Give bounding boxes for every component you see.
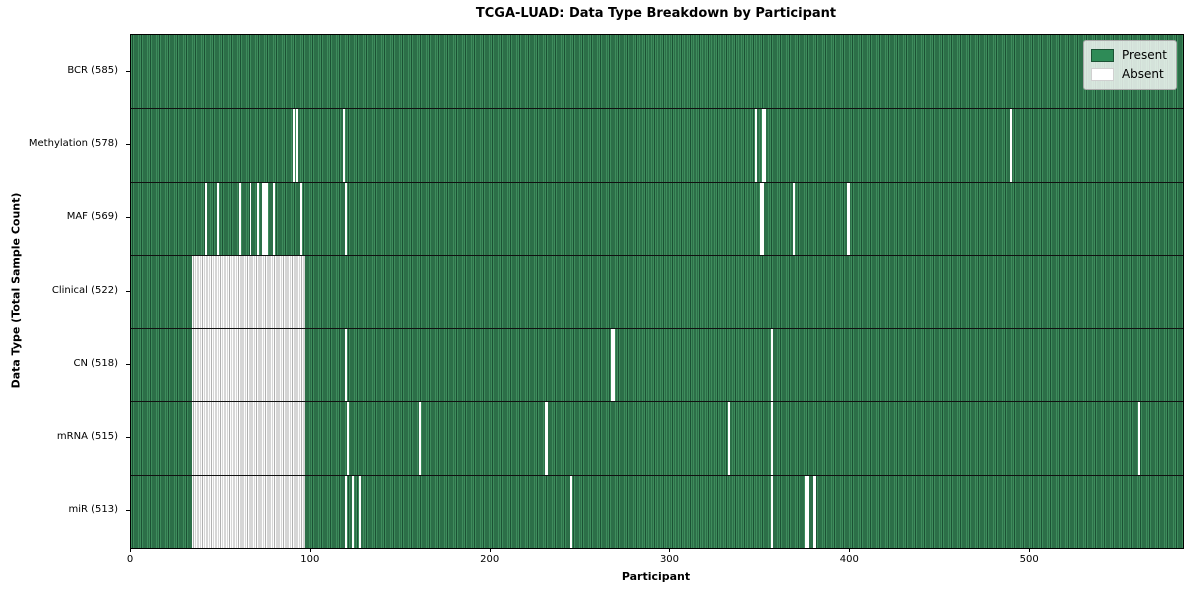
ytick-label-mRNA: mRNA (515) [56, 431, 118, 443]
absent-stripe [217, 181, 220, 255]
absent-stripe [262, 181, 268, 255]
ytick-label-Clinical: Clinical (522) [51, 284, 118, 296]
xtick-mark [130, 548, 131, 552]
ytick-mark [126, 290, 130, 292]
absent-stripe [846, 181, 851, 255]
absent-stripe [762, 108, 764, 182]
heatmap-row-CN [131, 328, 1183, 403]
absent-stripe [344, 328, 347, 402]
absent-stripe [755, 108, 757, 182]
absent-stripe [238, 181, 241, 255]
xtick-mark [309, 548, 311, 552]
ytick-label-miR: miR (513) [68, 504, 118, 516]
absent-stripe [760, 181, 764, 255]
absent-stripe [792, 181, 795, 255]
absent-swatch-icon [1090, 68, 1114, 81]
heatmap-row-Methylation [131, 108, 1183, 183]
absent-stripe [192, 328, 306, 402]
absent-stripe [249, 181, 252, 255]
absent-stripe [359, 474, 362, 548]
absent-stripe [192, 254, 306, 329]
ytick-label-Methylation: Methylation (578) [28, 137, 118, 149]
absent-stripe [763, 108, 766, 182]
ytick-mark [126, 363, 130, 365]
heatmap-row-BCR [131, 35, 1183, 110]
absent-stripe [204, 181, 207, 255]
xtick-label-100: 100 [300, 554, 320, 565]
absent-stripe [292, 108, 295, 182]
absent-stripe [544, 401, 549, 475]
heatmap-row-mRNA [131, 401, 1183, 476]
legend-item-absent: Absent [1090, 65, 1167, 84]
absent-stripe [805, 474, 809, 548]
heatmap-row-MAF [131, 181, 1183, 256]
absent-stripe [344, 474, 347, 548]
absent-stripe [300, 181, 302, 255]
absent-stripe [256, 181, 259, 255]
ytick-mark [126, 510, 130, 512]
absent-stripe [192, 401, 306, 475]
ytick-label-BCR: BCR (585) [67, 64, 118, 76]
ytick-mark [126, 437, 130, 439]
legend-label-present: Present [1121, 48, 1167, 62]
plot-area: Present Absent [130, 34, 1184, 549]
absent-stripe [728, 401, 730, 475]
chart-title: TCGA-LUAD: Data Type Breakdown by Partic… [475, 6, 837, 21]
legend-label-absent: Absent [1121, 67, 1164, 81]
absent-stripe [812, 474, 817, 548]
absent-stripe [418, 401, 421, 475]
xtick-label-0: 0 [126, 554, 134, 565]
xtick-label-200: 200 [480, 554, 500, 565]
absent-stripe [296, 108, 299, 182]
xtick-label-400: 400 [839, 554, 859, 565]
x-axis-title: Participant [621, 570, 691, 583]
absent-stripe [771, 474, 773, 548]
heatmap-row-miR [131, 474, 1183, 548]
heatmap-row-Clinical [131, 254, 1183, 330]
ytick-mark [126, 143, 130, 145]
present-swatch-icon [1090, 49, 1114, 62]
absent-stripe [771, 328, 773, 402]
absent-stripe [192, 474, 306, 548]
xtick-mark [489, 548, 491, 552]
absent-stripe [352, 474, 354, 548]
ytick-label-MAF: MAF (569) [66, 211, 118, 223]
absent-stripe [1010, 108, 1013, 182]
absent-stripe [1138, 401, 1140, 475]
xtick-label-500: 500 [1019, 554, 1039, 565]
ytick-mark [126, 217, 130, 219]
absent-stripe [611, 328, 615, 402]
ytick-mark [126, 70, 130, 72]
absent-stripe [343, 108, 345, 182]
absent-stripe [344, 181, 347, 255]
absent-stripe [771, 401, 773, 475]
xtick-mark [669, 548, 671, 552]
xtick-mark [849, 548, 851, 552]
absent-stripe [273, 181, 275, 255]
absent-stripe [346, 401, 349, 475]
legend-item-present: Present [1090, 46, 1167, 65]
absent-stripe [569, 474, 572, 548]
xtick-label-300: 300 [659, 554, 680, 565]
xtick-mark [1029, 548, 1031, 552]
ytick-label-CN: CN (518) [73, 357, 118, 369]
legend: Present Absent [1082, 40, 1177, 90]
